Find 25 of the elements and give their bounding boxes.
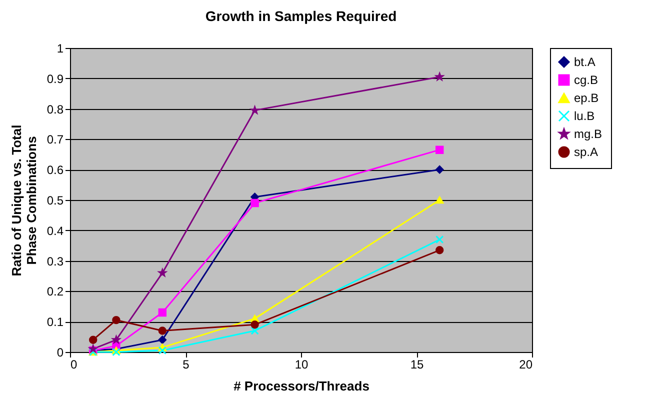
x-tick-label: 0 <box>70 358 78 372</box>
chart-title: Growth in Samples Required <box>205 8 397 24</box>
legend-label: bt.A <box>574 55 596 69</box>
x-tick-label: 5 <box>182 358 190 372</box>
legend-label: lu.B <box>574 109 595 123</box>
x-tick-label: 20 <box>519 358 533 372</box>
legend-label: sp.A <box>574 145 598 159</box>
y-tick-label: 0.1 <box>46 315 64 330</box>
y-tick-label: 1 <box>56 42 64 56</box>
y-tick-label: 0.6 <box>46 163 64 178</box>
legend-label: ep.B <box>574 91 599 105</box>
y-tick-label: 0.7 <box>46 132 64 147</box>
x-tick-label: 15 <box>410 358 424 372</box>
legend-label: cg.B <box>574 73 598 87</box>
y-tick-label: 0.8 <box>46 102 64 116</box>
y-tick-label: 0.5 <box>46 194 64 208</box>
y-tick-label: 0.3 <box>46 254 64 268</box>
y-tick-label: 0 <box>56 346 64 360</box>
x-axis-title: # Processors/Threads <box>234 378 370 394</box>
y-tick-label: 0.2 <box>46 284 64 299</box>
y-tick-label: 0.9 <box>46 72 64 86</box>
x-tick-label: 10 <box>294 358 308 372</box>
legend-label: mg.B <box>574 127 602 141</box>
y-axis-title: Ratio of Unique vs. Total Phase Combinations <box>8 124 39 276</box>
y-tick-label: 0.4 <box>46 224 64 238</box>
